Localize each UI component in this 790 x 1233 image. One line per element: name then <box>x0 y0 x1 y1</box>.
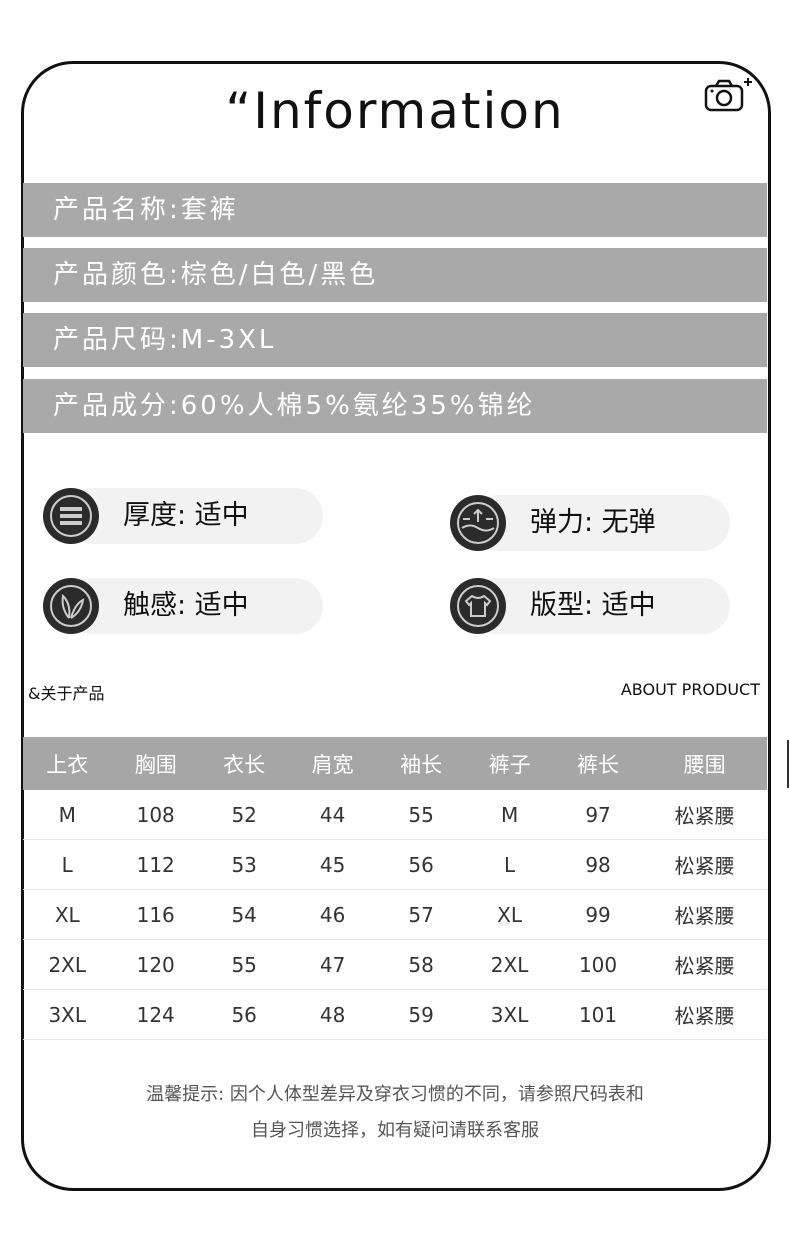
elasticity-arrows-icon <box>450 495 506 551</box>
feature-pill <box>470 578 730 634</box>
section-label-cn: &关于产品 <box>28 684 105 703</box>
table-cell: 97 <box>553 790 643 840</box>
edge-mark <box>787 740 789 788</box>
table-cell: M <box>23 790 112 840</box>
table-header-cell: 袖长 <box>376 737 466 790</box>
table-cell: 56 <box>199 989 289 1040</box>
page-title: “Information <box>225 82 565 140</box>
table-header-cell: 裤子 <box>465 737 554 790</box>
table-cell: 112 <box>111 839 200 890</box>
table-cell: 2XL <box>465 939 554 990</box>
table-header-cell: 胸围 <box>111 737 200 790</box>
info-bar-color: 产品颜色:棕色/白色/黑色 <box>23 248 767 302</box>
table-cell: 3XL <box>465 989 554 1040</box>
table-cell: 58 <box>376 939 466 990</box>
table-cell: 松紧腰 <box>642 939 767 990</box>
note-line-2: 自身习惯选择，如有疑问请联系客服 <box>251 1120 539 1141</box>
table-cell: 59 <box>376 989 466 1040</box>
table-cell: 松紧腰 <box>642 889 767 940</box>
feature-text: 厚度: 适中 <box>123 500 249 531</box>
table-header-row: 上衣 胸围 衣长 肩宽 袖长 裤子 裤长 腰围 <box>23 737 767 790</box>
table-row: 3XL 124 56 48 59 3XL 101 松紧腰 <box>23 989 767 1040</box>
table-cell: XL <box>23 889 112 940</box>
table-cell: 47 <box>288 939 377 990</box>
table-cell: 松紧腰 <box>642 790 767 840</box>
table-cell: 45 <box>288 839 377 890</box>
info-bar-name: 产品名称:套裤 <box>23 183 767 237</box>
table-row: 2XL 120 55 47 58 2XL 100 松紧腰 <box>23 939 767 990</box>
table-cell: 54 <box>199 889 289 940</box>
table-header-cell: 腰围 <box>642 737 767 790</box>
table-cell: 松紧腰 <box>642 989 767 1040</box>
feature-text: 版型: 适中 <box>530 590 656 621</box>
table-cell: 116 <box>111 889 200 940</box>
table-cell: M <box>465 790 554 840</box>
camera-plus-icon[interactable] <box>704 76 754 116</box>
table-cell: 124 <box>111 989 200 1040</box>
feather-touch-icon <box>43 578 99 634</box>
table-cell: L <box>23 839 112 890</box>
table-cell: 101 <box>553 989 643 1040</box>
table-cell: 98 <box>553 839 643 890</box>
table-cell: 松紧腰 <box>642 839 767 890</box>
table-cell: 99 <box>553 889 643 940</box>
table-cell: 53 <box>199 839 289 890</box>
table-cell: 57 <box>376 889 466 940</box>
tshirt-fit-icon <box>450 578 506 634</box>
table-row: M 108 52 44 55 M 97 松紧腰 <box>23 790 767 840</box>
table-cell: 48 <box>288 989 377 1040</box>
table-cell: 56 <box>376 839 466 890</box>
info-bar-material: 产品成分:60%人棉5%氨纶35%锦纶 <box>23 379 767 433</box>
feature-pill <box>63 488 323 544</box>
table-cell: XL <box>465 889 554 940</box>
table-cell: L <box>465 839 554 890</box>
table-header-cell: 上衣 <box>23 737 112 790</box>
table-cell: 2XL <box>23 939 112 990</box>
table-cell: 52 <box>199 790 289 840</box>
table-cell: 55 <box>376 790 466 840</box>
table-cell: 120 <box>111 939 200 990</box>
table-row: XL 116 54 46 57 XL 99 松紧腰 <box>23 889 767 940</box>
frame-border <box>21 61 771 1191</box>
table-header-cell: 肩宽 <box>288 737 377 790</box>
info-bar-size: 产品尺码:M-3XL <box>23 313 767 367</box>
table-cell: 46 <box>288 889 377 940</box>
table-header-cell: 衣长 <box>199 737 289 790</box>
note-line-1: 温馨提示: 因个人体型差异及穿衣习惯的不同，请参照尺码表和 <box>146 1084 644 1105</box>
table-row: L 112 53 45 56 L 98 松紧腰 <box>23 839 767 890</box>
table-cell: 55 <box>199 939 289 990</box>
table-cell: 108 <box>111 790 200 840</box>
section-label-en: ABOUT PRODUCT <box>620 680 760 699</box>
feature-pill <box>470 495 730 551</box>
table-cell: 44 <box>288 790 377 840</box>
feature-pill <box>63 578 323 634</box>
table-cell: 100 <box>553 939 643 990</box>
feature-text: 触感: 适中 <box>123 590 249 621</box>
table-cell: 3XL <box>23 989 112 1040</box>
table-header-cell: 裤长 <box>553 737 643 790</box>
feature-text: 弹力: 无弹 <box>530 507 656 538</box>
size-table: 上衣 胸围 衣长 肩宽 袖长 裤子 裤长 腰围 M 108 52 44 55 M 97 松紧腰 L 112 53 4… <box>23 737 767 1040</box>
thickness-lines-icon <box>43 488 99 544</box>
